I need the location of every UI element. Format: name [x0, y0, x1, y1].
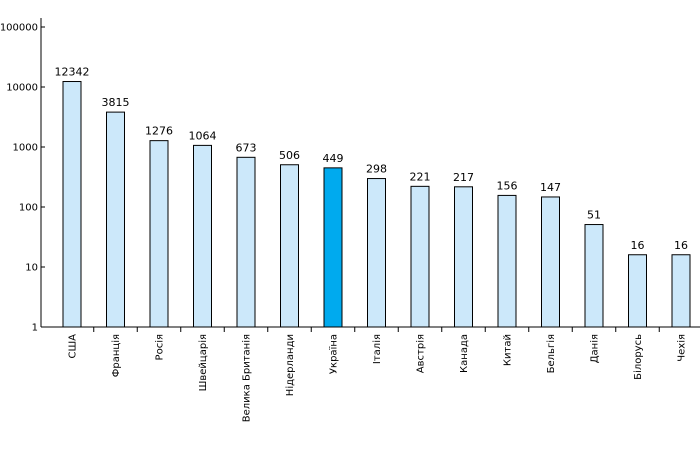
bar: [193, 144, 212, 328]
bar: [106, 111, 125, 328]
y-axis: 1 10 100 1000 10000 100000: [0, 18, 45, 334]
bar: [323, 167, 343, 328]
data-label: 673: [236, 141, 257, 154]
category-label: Канада: [459, 334, 470, 373]
bar: [541, 196, 560, 328]
data-label: 147: [540, 181, 561, 194]
bar: [367, 178, 386, 328]
data-label: 156: [497, 179, 518, 192]
bar: [671, 254, 691, 328]
category-label: США: [68, 334, 79, 359]
category-label: Чехія: [676, 334, 688, 362]
category-label: Австрія: [415, 334, 427, 373]
category-label: Бельгія: [545, 334, 557, 373]
bar: [149, 140, 169, 328]
data-label: 1276: [145, 125, 173, 138]
category-label: Україна: [329, 334, 340, 374]
y-tick-label: 1000: [13, 143, 38, 154]
data-label: 298: [366, 163, 387, 176]
category-label: Велика Британія: [241, 334, 253, 422]
category-label: Білорусь: [632, 334, 644, 380]
y-tick-label: 1: [32, 323, 38, 334]
bar: [410, 185, 430, 328]
category-labels: США Франція Росія Швейцарія Велика Британія Н…: [68, 334, 688, 422]
bar: [497, 194, 517, 328]
bar: [62, 81, 82, 328]
y-tick-label: 10: [25, 263, 38, 274]
data-label: 12342: [55, 66, 90, 79]
category-label: Швейцарія: [197, 334, 209, 391]
bar: [628, 254, 647, 328]
category-label: Франція: [110, 334, 122, 377]
bar: [280, 164, 299, 328]
x-axis: [41, 326, 700, 332]
data-label: 449: [323, 152, 344, 165]
data-label: 3815: [102, 96, 130, 109]
bar: [454, 186, 473, 328]
data-label: 16: [631, 239, 645, 252]
y-tick-label: 100000: [0, 23, 38, 34]
data-label: 51: [587, 209, 601, 222]
value-labels: 12342 3815 1276 1064 673 506 449 298 221 217 156 14…: [55, 66, 689, 252]
data-label: 16: [674, 239, 688, 252]
bars: [62, 81, 691, 328]
data-label: 506: [279, 149, 300, 162]
category-label: Росія: [154, 334, 166, 360]
data-label: 1064: [189, 129, 217, 142]
bar: [584, 224, 604, 328]
data-label: 217: [453, 171, 474, 184]
data-label: 221: [410, 170, 431, 183]
y-tick-label: 100: [19, 203, 38, 214]
category-label: Данія: [589, 334, 601, 363]
category-label: Італія: [371, 334, 383, 364]
category-label: Китай: [503, 334, 514, 366]
y-tick-label: 10000: [6, 83, 38, 94]
bar: [236, 156, 256, 328]
category-label: Нідерланди: [284, 334, 296, 396]
